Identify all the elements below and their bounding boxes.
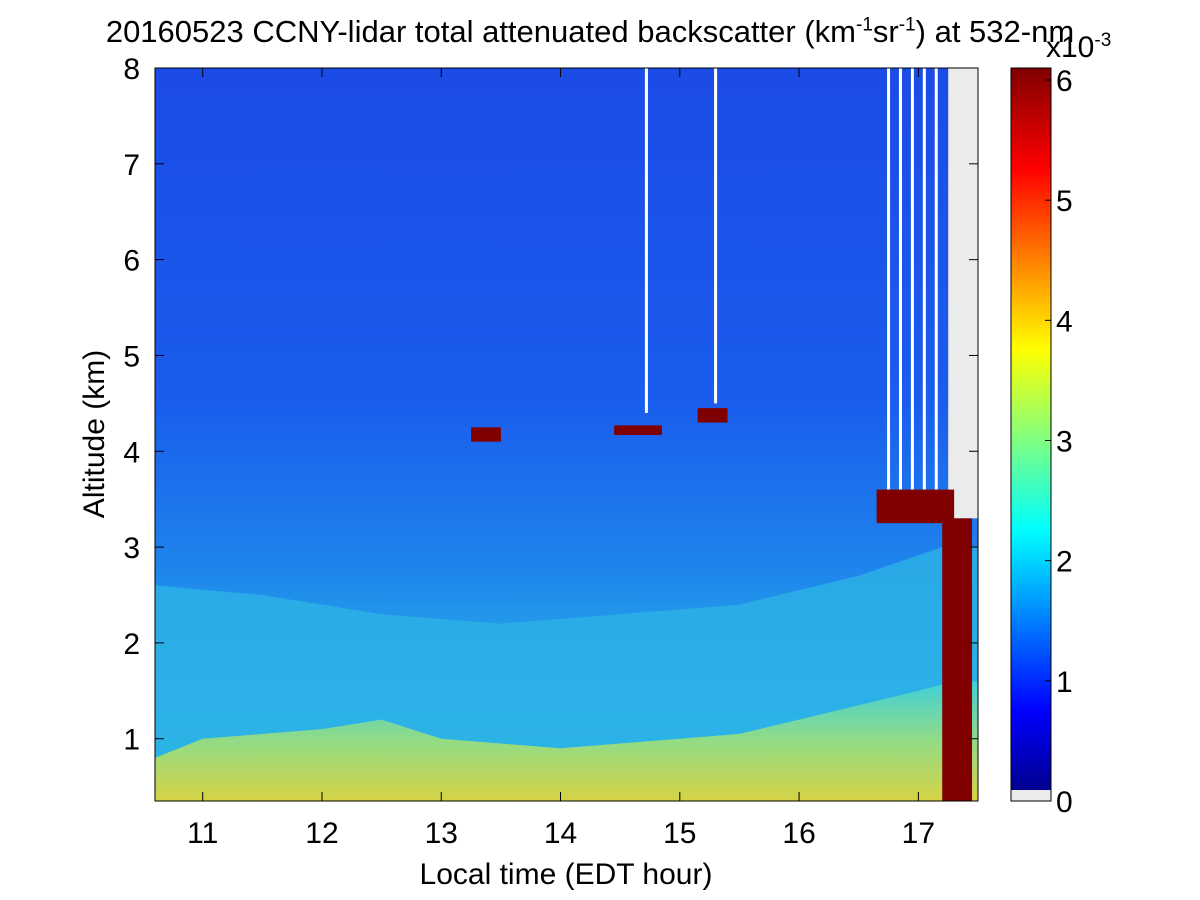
plot-frame — [154, 67, 979, 802]
colorbar-tick-label: 2 — [1056, 546, 1073, 579]
y-tick-label: 7 — [123, 149, 140, 182]
y-tick-label: 5 — [123, 340, 140, 373]
colorbar-ticks: 0 1 2 3 4 5 6 — [1045, 65, 1073, 819]
cloud-patch — [471, 427, 501, 442]
plot-area — [155, 68, 978, 801]
chart-title: 20160523 CCNY-lidar total attenuated bac… — [105, 14, 1075, 49]
y-tick-label: 2 — [123, 628, 140, 661]
missing-data-strip — [644, 68, 648, 413]
colorbar: 0 1 2 3 4 5 6 — [1010, 65, 1073, 819]
x-tick-label: 14 — [544, 817, 577, 850]
x-axis-label: Local time (EDT hour) — [420, 858, 713, 891]
missing-data-strip — [898, 68, 902, 490]
y-tick-label: 4 — [123, 436, 140, 469]
cloud-layer — [471, 408, 973, 801]
x-tick-label: 11 — [187, 817, 218, 850]
nodata-area — [948, 68, 978, 519]
colorbar-tick-label: 4 — [1056, 305, 1073, 338]
boundary-layer-area — [155, 681, 978, 801]
cloud-patch — [876, 489, 955, 524]
x-tick-label: 13 — [425, 817, 458, 850]
colorbar-tick-label: 5 — [1056, 185, 1073, 218]
x-tick-label: 12 — [305, 817, 338, 850]
colorbar-tick-label: 3 — [1056, 426, 1073, 459]
x-tick-label: 17 — [902, 817, 935, 850]
y-axis-label: Altitude (km) — [78, 350, 111, 518]
cloud-patch — [614, 425, 662, 435]
y-tick-label: 8 — [123, 53, 140, 86]
missing-data-strip — [887, 68, 891, 490]
boundary-layer — [155, 681, 978, 801]
missing-data-strip — [922, 68, 926, 490]
x-tick-label: 15 — [663, 817, 696, 850]
colorbar-tick-label: 1 — [1056, 666, 1073, 699]
colorbar-tick-label: 6 — [1056, 65, 1073, 98]
colorbar-gradient — [1011, 68, 1051, 790]
colorbar-tick-label: 0 — [1056, 786, 1073, 819]
colorbar-frame — [1010, 67, 1052, 802]
missing-data-strip — [714, 68, 718, 404]
colorbar-multiplier: x10-3 — [1046, 30, 1112, 64]
cloud-patch — [697, 408, 728, 423]
x-tick-label: 16 — [782, 817, 815, 850]
x-axis: 11 12 13 14 15 16 17 — [187, 68, 935, 850]
y-tick-label: 3 — [123, 532, 140, 565]
cloud-patch — [942, 518, 973, 801]
y-tick-label: 6 — [123, 245, 140, 278]
y-tick-label: 1 — [123, 724, 140, 757]
missing-data-strips — [644, 68, 938, 490]
missing-data-strip — [934, 68, 938, 490]
colorbar-nodata-swatch — [1011, 790, 1051, 801]
y-axis: 1 2 3 4 5 6 7 8 — [123, 53, 978, 757]
missing-data-strip — [910, 68, 914, 490]
nodata-region — [948, 68, 978, 519]
